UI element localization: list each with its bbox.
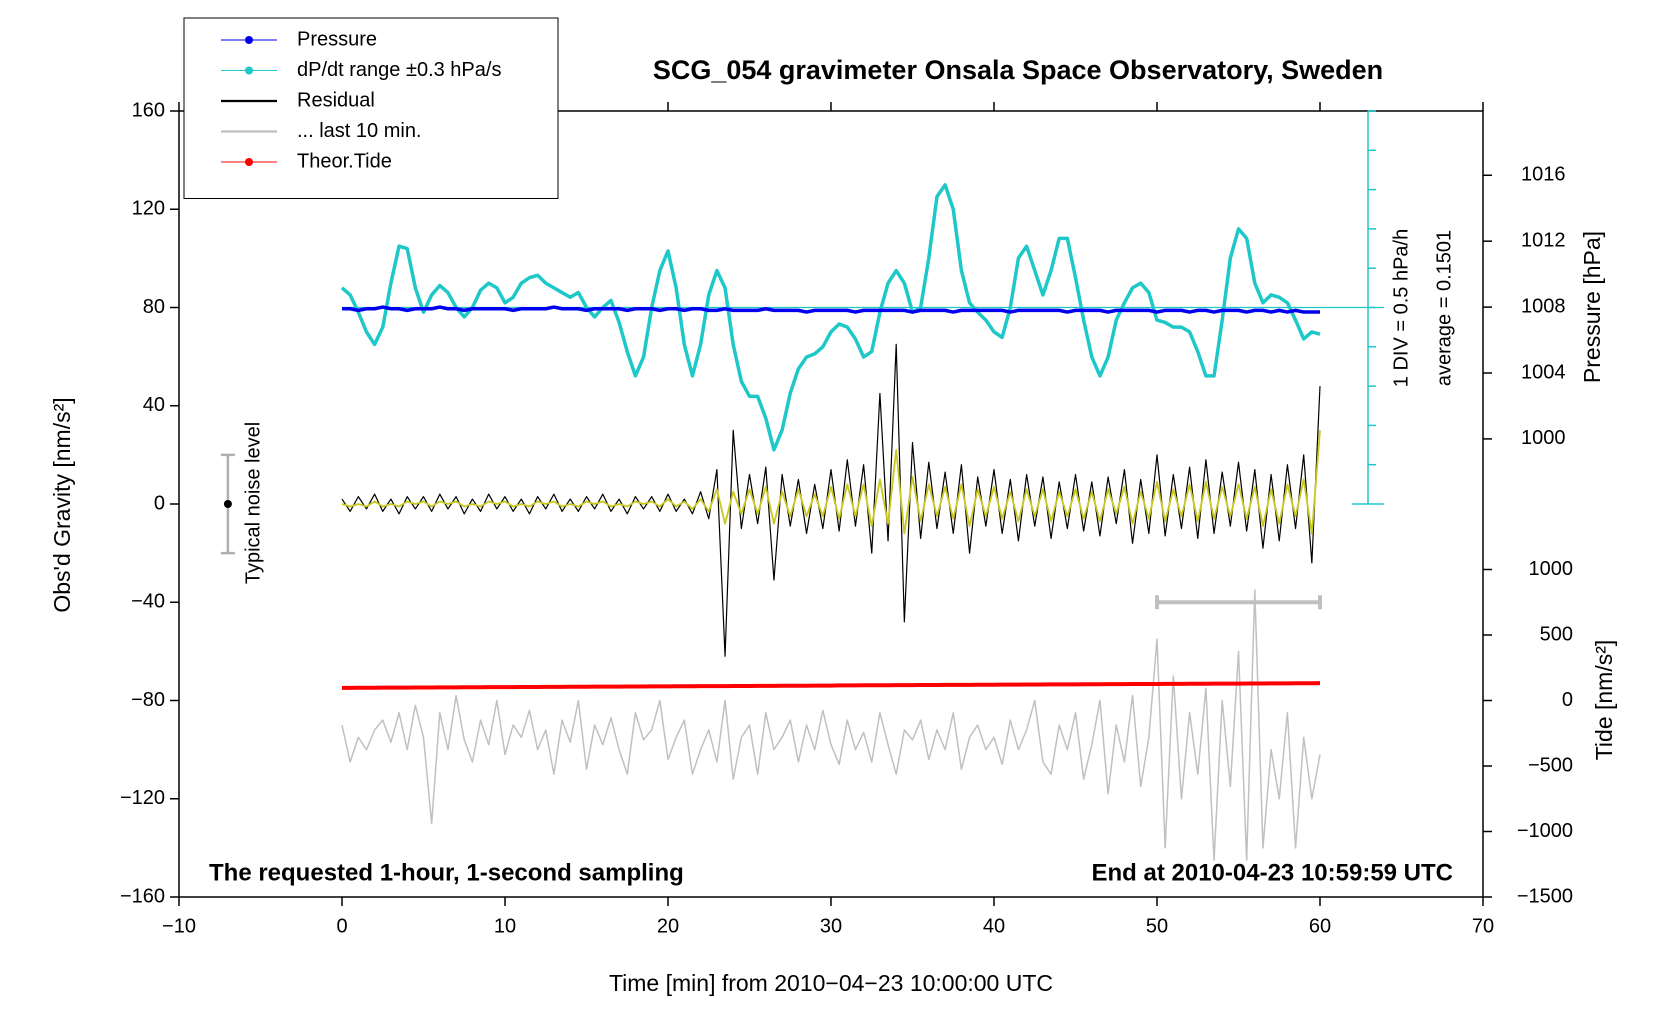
series-line (340, 183, 1321, 452)
y-tick-label: 0 (154, 492, 165, 514)
y-axis-label: Obs'd Gravity [nm/s²] (49, 397, 75, 612)
y-tick-label: −160 (120, 885, 165, 907)
sampling-note: The requested 1-hour, 1-second sampling (209, 859, 684, 886)
tide-tick-label: −1500 (1517, 885, 1573, 907)
tide-tick-label: 500 (1540, 623, 1573, 645)
pressure-tick-label: 1000 (1521, 427, 1566, 449)
x-tick-label: 30 (820, 915, 842, 937)
noise-label: Typical noise level (242, 422, 264, 584)
noise-center (223, 500, 232, 508)
tide-tick-label: −1000 (1517, 820, 1573, 842)
pressure-tick-label: 1008 (1521, 295, 1566, 317)
x-axis-label: Time [min] from 2010−04−23 10:00:00 UTC (609, 970, 1053, 996)
tide-tick-label: −500 (1528, 754, 1573, 776)
x-tick-label: 40 (983, 915, 1005, 937)
average-note: average = 0.1501 (1433, 230, 1455, 386)
x-tick-label: 20 (657, 915, 679, 937)
legend-label: Theor.Tide (297, 150, 392, 172)
y-tick-label: 80 (143, 296, 165, 318)
legend-label: Residual (297, 89, 375, 111)
tide-tick-label: 1000 (1529, 558, 1574, 580)
pressure-tick-label: 1016 (1521, 164, 1566, 186)
legend-box (183, 17, 559, 199)
pressure-tick-label: 1004 (1521, 361, 1566, 383)
chart-title: SCG_054 gravimeter Onsala Space Observat… (653, 55, 1383, 85)
tide-axis-label: Tide [nm/s²] (1591, 640, 1617, 761)
legend-marker (245, 158, 253, 166)
y-tick-label: 160 (132, 99, 165, 121)
series-line (342, 681, 1321, 690)
x-tick-label: −10 (162, 915, 196, 937)
pressure-tick-label: 1012 (1521, 229, 1566, 251)
legend: Pressure dP/dt range ±0.3 hPa/s Residual..… (183, 17, 559, 199)
x-tick-label: 60 (1309, 915, 1331, 937)
x-tick-label: 0 (336, 915, 347, 937)
legend-marker (245, 36, 253, 44)
y-tick-label: −40 (131, 591, 165, 613)
series-line (341, 343, 1321, 657)
series-line (341, 430, 1321, 535)
x-tick-label: 10 (494, 915, 516, 937)
end-time-note: End at 2010-04-23 10:59:59 UTC (1092, 859, 1454, 886)
series-line (342, 305, 1320, 314)
legend-marker (245, 66, 253, 75)
pressure-axis-label: Pressure [hPa] (1579, 231, 1605, 383)
y-tick-label: −80 (131, 689, 165, 711)
y-tick-label: 40 (143, 394, 165, 416)
y-tick-label: −120 (120, 787, 165, 809)
series-line (341, 589, 1321, 861)
div-note: 1 DIV = 0.5 hPa/h (1390, 229, 1412, 387)
x-tick-label: 70 (1472, 915, 1494, 937)
tide-tick-label: 0 (1562, 689, 1573, 711)
legend-label: dP/dt range ±0.3 hPa/s (297, 59, 501, 81)
legend-label: ... last 10 min. (297, 120, 422, 142)
x-tick-label: 50 (1146, 915, 1168, 937)
legend-label: Pressure (297, 28, 377, 50)
y-tick-label: 120 (132, 198, 165, 220)
